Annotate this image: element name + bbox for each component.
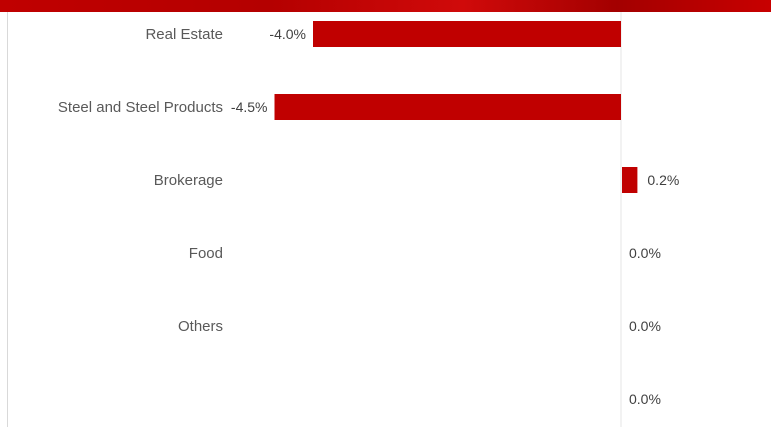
panel-left-border	[7, 12, 8, 427]
data-label: 0.0%	[629, 318, 661, 334]
data-label: 0.2%	[647, 172, 679, 188]
category-label: Others	[178, 318, 223, 335]
bar	[622, 167, 638, 193]
bar	[274, 94, 621, 120]
category-label: Food	[189, 245, 223, 262]
data-label: 0.0%	[629, 391, 661, 407]
header-banner	[0, 0, 771, 12]
category-label: Steel and Steel Products	[58, 99, 223, 116]
data-label: -4.5%	[231, 99, 268, 115]
data-label: 0.0%	[629, 245, 661, 261]
data-label: -4.0%	[269, 26, 306, 42]
bar	[313, 21, 621, 47]
category-label: Real Estate	[145, 26, 223, 43]
category-label: Brokerage	[154, 172, 223, 189]
